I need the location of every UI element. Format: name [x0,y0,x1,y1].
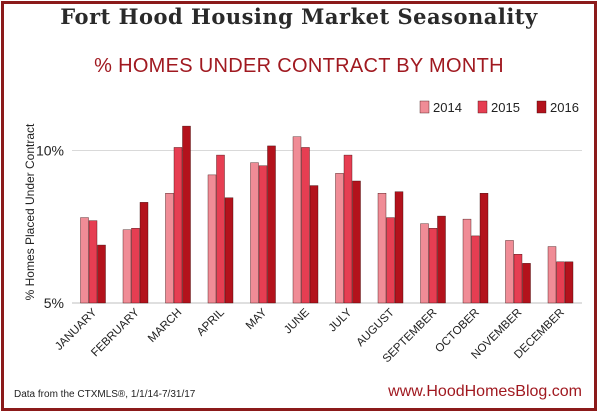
bar-2016-july [352,180,361,304]
bar-2016-april [224,197,234,304]
bar-2014-january [80,217,89,304]
legend-swatch-2015 [477,100,488,114]
legend-swatch-2014 [419,100,430,114]
legend-label-2015: 2015 [491,100,520,115]
bar-2015-may [258,165,268,304]
x-tick-label: MAY [244,306,270,332]
bar-2016-december [564,261,574,304]
chart-subtitle: % HOMES UNDER CONTRACT BY MONTH [94,55,504,77]
bar-2014-june [292,136,302,304]
bar-2015-december [556,261,565,304]
bar-2014-november [505,240,514,304]
bar-2015-january [88,220,98,304]
bar-2014-february [122,229,132,304]
bar-2014-august [377,192,387,304]
bar-2014-july [335,173,344,304]
bar-2015-september [428,228,438,304]
bar-2016-october [479,192,489,304]
x-tick-label: APRIL [195,306,227,338]
chart-title: Fort Hood Housing Market Seasonality [60,4,538,29]
y-tick-label: 10% [36,143,64,159]
bar-2016-november [522,263,531,304]
bar-2014-april [207,174,217,304]
x-tick-label: MARCH [146,307,184,345]
bar-2016-february [139,202,149,304]
bar-2015-october [471,235,480,304]
legend-label-2014: 2014 [433,100,462,115]
bar-2015-march [173,147,183,304]
bar-2016-september [437,215,446,304]
website-link[interactable]: www.HoodHomesBlog.com [388,383,582,400]
x-tick-label: JULY [327,306,355,334]
bar-2015-june [301,147,310,304]
bar-2015-february [131,228,140,304]
x-tick-label: AUGUST [355,307,397,349]
bar-2014-may [250,162,259,304]
x-tick-label: JANUARY [53,306,100,353]
legend-swatch-2016 [536,100,547,114]
data-source-note: Data from the CTXMLS®, 1/1/14-7/31/17 [14,389,196,400]
bar-2014-march [165,192,174,304]
x-tick-label: JUNE [282,306,312,336]
bar-2015-april [216,154,225,304]
bar-2014-december [547,246,557,304]
bar-2015-july [343,154,353,304]
bar-2016-march [182,125,191,304]
bar-2014-september [420,223,429,304]
bar-2016-june [309,185,319,304]
y-tick-label: 5% [44,295,64,311]
bar-2014-october [462,218,472,304]
bar-2016-january [97,244,106,304]
legend-label-2016: 2016 [550,100,579,115]
bar-2015-november [513,253,523,304]
bar-2016-august [394,191,404,304]
bar-2016-may [267,145,276,304]
bar-2015-august [386,217,395,304]
